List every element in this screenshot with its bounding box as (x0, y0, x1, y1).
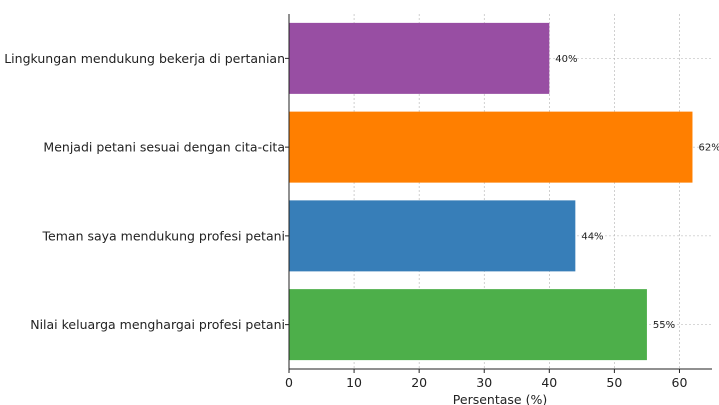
data-label: 55% (653, 320, 675, 331)
label-layer: Nilai keluarga menghargai profesi petani… (4, 51, 719, 332)
x-tick-label: 10 (346, 375, 362, 390)
data-label: 44% (581, 231, 603, 242)
x-tick-label: 30 (476, 375, 492, 390)
bar-layer (289, 22, 693, 361)
category-label: Lingkungan mendukung bekerja di pertania… (4, 51, 285, 66)
data-label: 40% (555, 54, 577, 65)
x-tick-label: 0 (285, 375, 293, 390)
bar (289, 200, 576, 272)
category-label: Nilai keluarga menghargai profesi petani (30, 317, 285, 332)
x-tick-label: 60 (672, 375, 688, 390)
x-tick-label: 40 (541, 375, 557, 390)
bar (289, 111, 693, 183)
data-label: 62% (698, 143, 719, 154)
category-label: Menjadi petani sesuai dengan cita-cita (43, 140, 285, 155)
x-axis-title: Persentase (%) (453, 392, 547, 405)
bar (289, 22, 550, 94)
x-tick-label: 50 (606, 375, 622, 390)
category-label: Teman saya mendukung profesi petani (42, 228, 285, 243)
bar (289, 289, 647, 361)
axis-layer: 0 10 20 30 40 50 60 (285, 14, 712, 390)
x-tick-label: 20 (411, 375, 427, 390)
